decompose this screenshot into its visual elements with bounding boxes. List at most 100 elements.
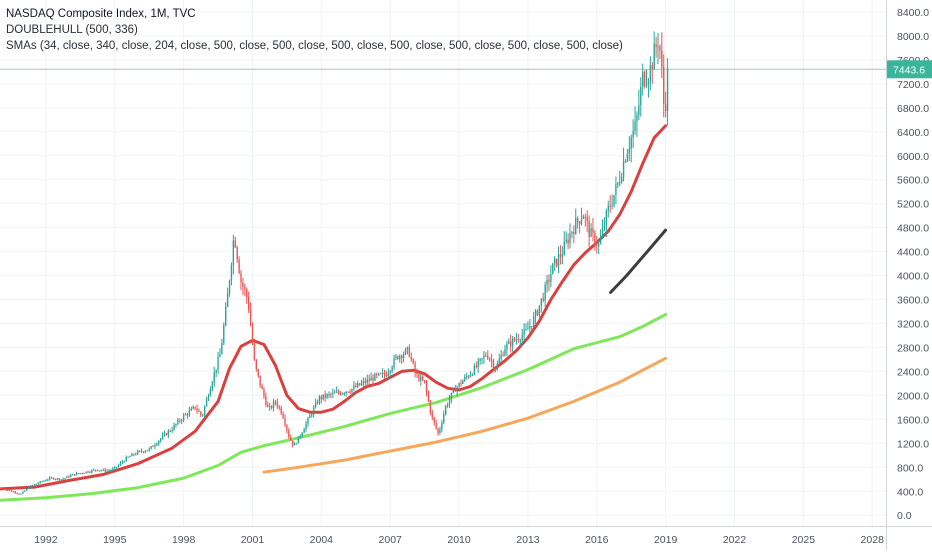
candle-body <box>39 481 41 484</box>
last-price-label: 7443.6 <box>893 64 925 76</box>
candle-body <box>238 259 240 274</box>
candle-body <box>335 391 338 393</box>
candle-body <box>138 450 141 452</box>
candle-body <box>578 221 581 224</box>
x-tick-label: 2019 <box>654 534 678 546</box>
candle-body <box>307 417 309 424</box>
candle-body <box>517 339 520 341</box>
candle-body <box>536 310 539 315</box>
candle-body <box>299 436 301 438</box>
candle-body <box>62 478 64 480</box>
candle-body <box>127 456 129 458</box>
candle-body <box>339 392 342 395</box>
y-tick-label: 1200.0 <box>897 438 929 450</box>
candle-body <box>385 374 388 377</box>
y-tick-label: 2800.0 <box>897 342 929 354</box>
candle-body <box>6 490 9 492</box>
y-tick-label: 6400.0 <box>897 127 929 139</box>
candle-body <box>154 445 156 447</box>
candle-body <box>188 410 191 416</box>
candle-body <box>81 473 83 475</box>
candle-body <box>462 380 464 385</box>
candle-body <box>58 478 60 480</box>
candle-body <box>548 279 550 282</box>
candle-body <box>584 216 586 218</box>
candle-body <box>318 396 321 404</box>
candle-body <box>313 407 315 415</box>
candle-body <box>666 67 669 112</box>
candle-body <box>586 217 588 222</box>
candle-body <box>330 393 332 395</box>
y-tick-label: 800.0 <box>897 462 923 474</box>
candle-body <box>488 358 491 360</box>
candle-body <box>379 373 382 375</box>
candle-body <box>125 456 127 462</box>
candle-body <box>284 418 286 425</box>
candle-body <box>133 453 135 455</box>
candle-body <box>217 357 219 370</box>
candle-body <box>418 374 420 381</box>
series-line-sma-34 <box>0 124 668 491</box>
candle-body <box>374 373 376 381</box>
candle-body <box>54 479 57 481</box>
y-tick-label: 6800.0 <box>897 103 929 115</box>
candle-body <box>521 334 523 341</box>
series-line-doublehull <box>609 228 668 294</box>
candle-body <box>402 354 405 359</box>
candle-body <box>515 339 518 341</box>
candle-body <box>16 493 18 495</box>
x-tick-label: 2010 <box>447 534 471 546</box>
y-tick-label: 8000.0 <box>897 31 929 43</box>
candle-body <box>45 480 47 482</box>
candle-body <box>259 375 261 386</box>
candle-body <box>414 363 416 374</box>
candle-body <box>221 343 223 355</box>
candle-body <box>588 221 590 237</box>
candle-body <box>230 264 233 281</box>
candle-body <box>5 489 7 491</box>
candle-body <box>31 485 34 487</box>
candle-body <box>68 476 70 478</box>
x-tick-label: 2028 <box>861 534 885 546</box>
candle-body <box>592 228 594 233</box>
candle-body <box>555 258 558 267</box>
candle-body <box>207 396 210 399</box>
candle-body <box>184 414 187 416</box>
candle-body <box>450 392 453 400</box>
candle-body <box>498 359 500 364</box>
candle-body <box>18 493 20 495</box>
candle-body <box>575 218 577 235</box>
y-tick-label: 8400.0 <box>897 7 929 19</box>
candle-body <box>483 355 485 359</box>
candle-body <box>209 389 212 397</box>
candle-body <box>26 488 28 491</box>
series-layer <box>0 124 668 502</box>
candle-body <box>479 358 481 361</box>
candle-body <box>563 241 565 255</box>
candle-body <box>393 358 395 368</box>
candle-body <box>383 372 386 375</box>
candle-body <box>437 428 439 434</box>
candle-body <box>280 407 282 414</box>
y-tick-label: 2000.0 <box>897 390 929 402</box>
candle-body <box>477 360 479 368</box>
candle-body <box>552 263 554 275</box>
candle-body <box>278 406 280 408</box>
candle-body <box>460 382 462 385</box>
candle-body <box>320 396 323 400</box>
candle-body <box>64 478 66 480</box>
candle-body <box>253 343 256 360</box>
candle-body <box>523 329 525 335</box>
candle-body <box>353 385 355 389</box>
candle-body <box>251 325 254 344</box>
candle-body <box>301 432 303 437</box>
x-tick-label: 2016 <box>585 534 609 546</box>
candle-body <box>372 377 374 381</box>
candle-body <box>645 84 648 86</box>
candle-body <box>91 470 93 473</box>
candle-body <box>347 391 349 393</box>
candle-body <box>41 481 43 483</box>
candle-body <box>290 437 292 441</box>
